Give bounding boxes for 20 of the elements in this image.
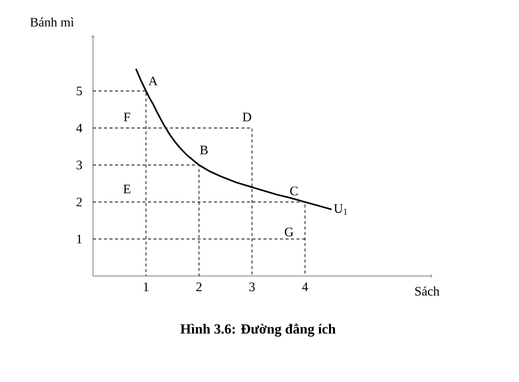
y-tick-label: 3 [76, 160, 82, 170]
annotation: C [290, 186, 298, 196]
y-axis-title: Bánh mì [30, 17, 74, 27]
x-tick-label: 4 [302, 282, 308, 292]
annotation: F [124, 112, 130, 122]
x-tick-label: 3 [249, 282, 255, 292]
annotation: G [284, 228, 294, 236]
x-tick-label: 2 [196, 282, 202, 292]
text: Hình 3.6: Đường đẳng ích [180, 323, 336, 337]
x-axis-title: Sách [415, 286, 440, 296]
y-tick-label: 4 [76, 124, 82, 132]
x-tick-label: 1 [144, 282, 148, 292]
annotation: A [148, 76, 158, 86]
y-tick-label: 2 [76, 198, 82, 206]
series-label: U$_{1}$ [334, 204, 348, 215]
annotation: D [242, 112, 252, 122]
y-tick-label: 5 [76, 86, 82, 96]
annotation: B [200, 146, 208, 154]
annotation: E [123, 184, 130, 194]
y-tick-label: 1 [77, 234, 82, 244]
